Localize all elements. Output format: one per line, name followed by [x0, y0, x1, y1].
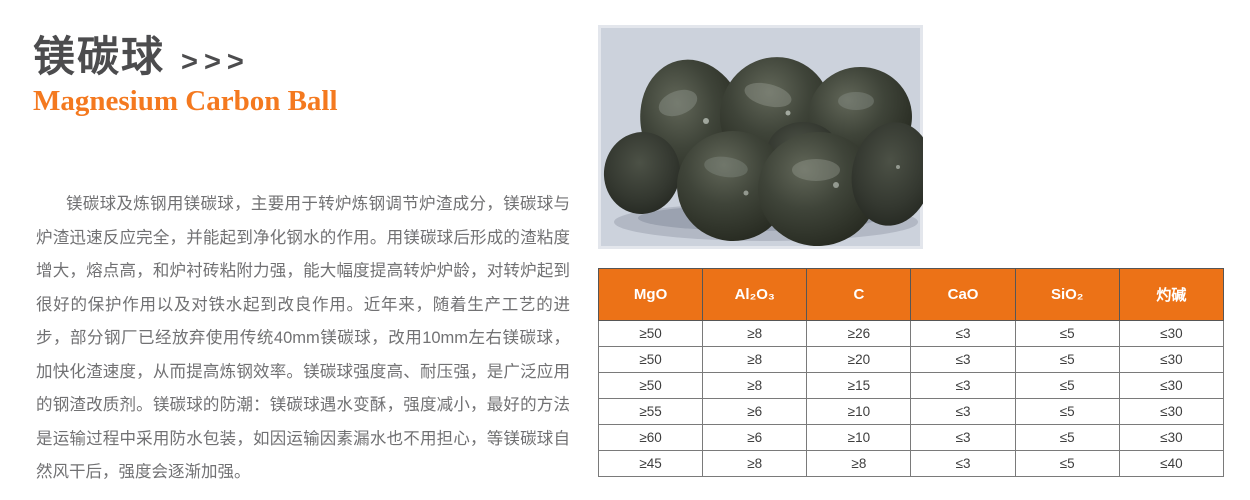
spec-table-cell: ≤3: [910, 346, 1016, 373]
spec-table-cell: ≥8: [702, 372, 808, 399]
page-title: 镁碳球 >>>: [33, 33, 338, 80]
spec-table-cell: ≥10: [806, 424, 912, 451]
spec-table-cell: ≤5: [1014, 372, 1120, 399]
spec-table-cell: ≤30: [1118, 320, 1225, 347]
spec-table-cell: ≤5: [1014, 346, 1120, 373]
page-title-chinese: 镁碳球: [33, 33, 166, 80]
spec-table-cell: ≤5: [1014, 320, 1120, 347]
spec-table-row: ≥45 ≥8 ≥8 ≤3 ≤5 ≤40: [597, 450, 1225, 477]
spec-table-cell: ≥8: [702, 450, 808, 477]
spec-table-cell: ≥26: [806, 320, 912, 347]
spec-table-cell: ≥60: [597, 424, 704, 451]
spec-table-row: ≥50 ≥8 ≥15 ≤3 ≤5 ≤30: [597, 372, 1225, 399]
spec-table-cell: ≤3: [910, 424, 1016, 451]
spec-table-cell: ≤30: [1118, 372, 1225, 399]
spec-table-cell: ≤3: [910, 372, 1016, 399]
spec-table-header-cell: 灼碱: [1118, 268, 1225, 321]
spec-table-cell: ≤3: [910, 450, 1016, 477]
spec-table-header-cell: SiO₂: [1014, 268, 1120, 321]
spec-table-cell: ≥55: [597, 398, 704, 425]
product-photo: [598, 25, 923, 249]
title-arrows-decoration: >>>: [181, 46, 250, 78]
page-subtitle-english: Magnesium Carbon Ball: [33, 85, 338, 118]
spec-table-cell: ≤40: [1118, 450, 1225, 477]
spec-table-cell: ≥6: [702, 398, 808, 425]
spec-table-row: ≥50 ≥8 ≥20 ≤3 ≤5 ≤30: [597, 346, 1225, 373]
spec-table-cell: ≤3: [910, 398, 1016, 425]
carbon-balls-illustration: [603, 57, 923, 247]
spec-table-cell: ≤30: [1118, 346, 1225, 373]
spec-table-cell: ≤5: [1014, 398, 1120, 425]
spec-table-cell: ≥8: [806, 450, 912, 477]
spec-table-row: ≥55 ≥6 ≥10 ≤3 ≤5 ≤30: [597, 398, 1225, 425]
spec-table-cell: ≤5: [1014, 450, 1120, 477]
spec-table-cell: ≥50: [597, 372, 704, 399]
spec-table-cell: ≥45: [597, 450, 704, 477]
spec-table-header-cell: Al₂O₃: [702, 268, 808, 321]
spec-table: MgO Al₂O₃ C CaO SiO₂ 灼碱 ≥50 ≥8 ≥26 ≤3 ≤5 ≤30 ≥50 ≥8 ≥…: [597, 268, 1225, 477]
spec-table-header-cell: C: [806, 268, 912, 321]
spec-table-header-cell: CaO: [910, 268, 1016, 321]
spec-table-body: ≥50 ≥8 ≥26 ≤3 ≤5 ≤30 ≥50 ≥8 ≥20 ≤3 ≤5 ≤30 ≥50 ≥8 ≥15 ≤3…: [597, 320, 1225, 477]
spec-table-cell: ≤5: [1014, 424, 1120, 451]
spec-table-cell: ≥6: [702, 424, 808, 451]
spec-table-cell: ≥15: [806, 372, 912, 399]
page-header: 镁碳球 >>> Magnesium Carbon Ball: [33, 33, 338, 118]
spec-table-row: ≥60 ≥6 ≥10 ≤3 ≤5 ≤30: [597, 424, 1225, 451]
spec-table-cell: ≥10: [806, 398, 912, 425]
spec-table-header-row: MgO Al₂O₃ C CaO SiO₂ 灼碱: [597, 268, 1225, 321]
spec-table-cell: ≥8: [702, 346, 808, 373]
product-description: 镁碳球及炼钢用镁碳球，主要用于转炉炼钢调节炉渣成分，镁碳球与炉渣迅速反应完全，并…: [36, 195, 570, 481]
spec-table-cell: ≥50: [597, 346, 704, 373]
spec-table-cell: ≥8: [702, 320, 808, 347]
spec-table-cell: ≤30: [1118, 424, 1225, 451]
spec-table-header-cell: MgO: [597, 268, 704, 321]
spec-table-row: ≥50 ≥8 ≥26 ≤3 ≤5 ≤30: [597, 320, 1225, 347]
spec-table-cell: ≤30: [1118, 398, 1225, 425]
spec-table-cell: ≥50: [597, 320, 704, 347]
spec-table-cell: ≤3: [910, 320, 1016, 347]
spec-table-cell: ≥20: [806, 346, 912, 373]
